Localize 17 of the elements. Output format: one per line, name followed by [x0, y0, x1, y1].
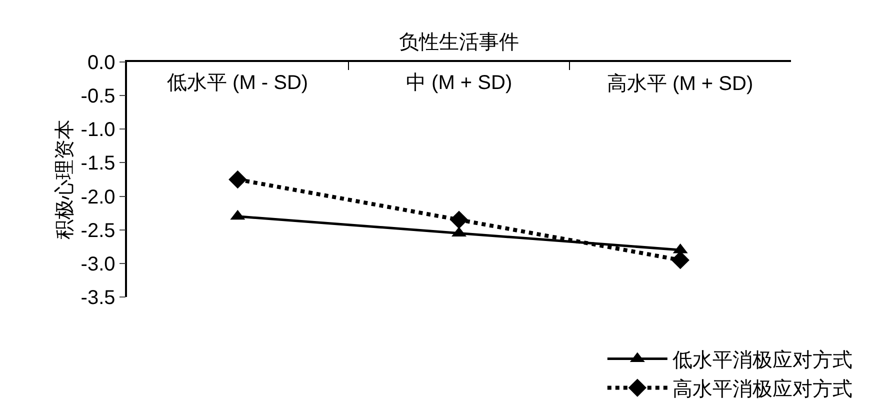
- y-tick-label: -2.0: [80, 186, 116, 208]
- y-tick-label: -3.0: [80, 253, 116, 276]
- x-tick-label: 低水平 (M - SD): [167, 72, 308, 94]
- y-tick-label: -1.5: [80, 152, 116, 175]
- point: [228, 170, 247, 189]
- legend-label: 高水平消极应对方式: [672, 378, 852, 401]
- y-axis-title: 积极心理资本: [54, 120, 76, 240]
- y-tick-label: -2.5: [80, 220, 116, 242]
- y-tick-label: -0.5: [80, 86, 116, 108]
- y-tick-label: -1.0: [80, 119, 116, 142]
- x-axis-title: 负性生活事件: [399, 31, 519, 54]
- x-tick-label: 高水平 (M + SD): [607, 72, 754, 95]
- point: [450, 210, 468, 229]
- y-tick-label: 0.0: [87, 52, 116, 74]
- x-tick-label: 中 (M + SD): [406, 72, 512, 94]
- y-tick-label: -3.5: [80, 287, 116, 309]
- legend-label: 低水平消极应对方式: [672, 348, 852, 372]
